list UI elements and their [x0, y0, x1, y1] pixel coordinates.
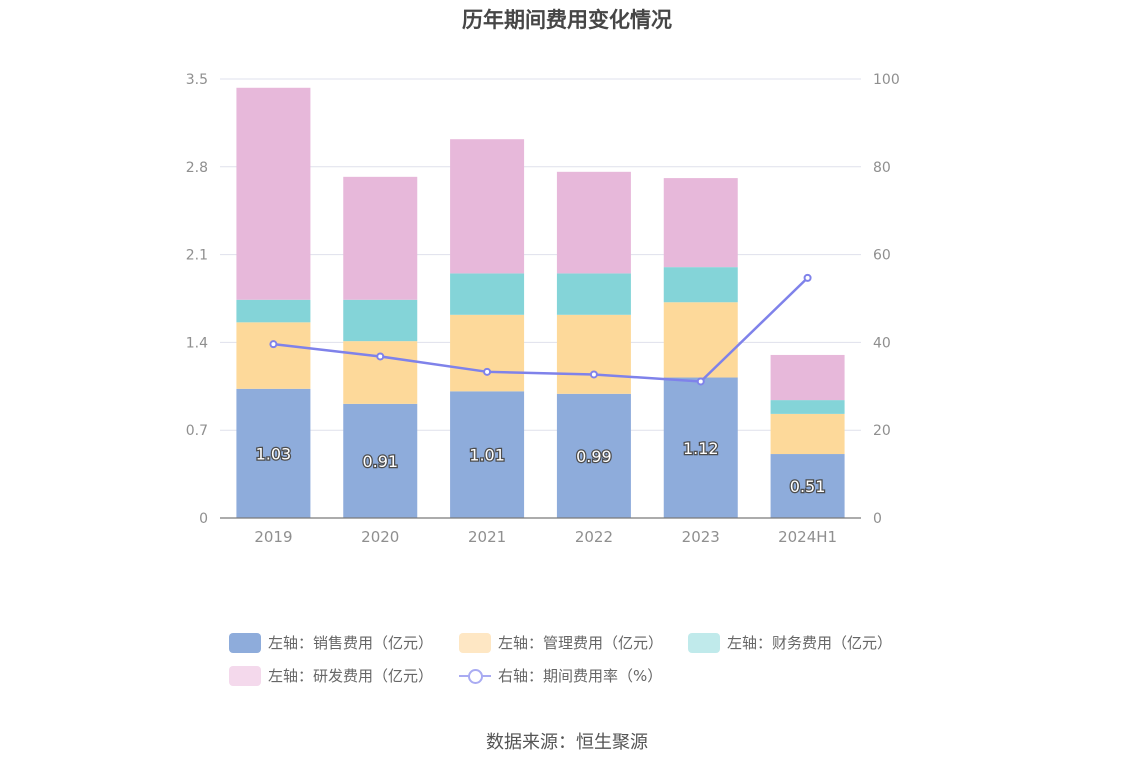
bar-segment-0	[770, 454, 845, 518]
legend-swatch-admin	[459, 632, 491, 653]
bar-segment-3	[663, 178, 738, 268]
rate-line	[273, 276, 809, 383]
bar-segment-3	[343, 176, 418, 300]
bar-segment-0	[236, 388, 311, 518]
x-axis-tick-label: 2024H1	[778, 528, 837, 546]
data-source: 数据来源：恒生聚源	[486, 732, 648, 753]
legend-item-sales[interactable]: 左轴：销售费用（亿元）	[229, 632, 433, 653]
bar-segment-1	[343, 341, 418, 404]
legend-swatch-finance	[688, 632, 720, 653]
bar-data-label: 1.01	[469, 446, 505, 465]
rate-point	[376, 352, 385, 361]
legend-item-finance[interactable]: 左轴：财务费用（亿元）	[688, 632, 892, 653]
right-axis-tick-label: 60	[873, 248, 891, 264]
bar-data-label: 1.12	[683, 439, 719, 458]
bar-data-label: 1.03	[256, 444, 292, 463]
legend-swatch-rnd	[229, 665, 261, 686]
bar-segment-3	[770, 354, 845, 401]
legend-label-sales: 左轴：销售费用（亿元）	[268, 634, 434, 652]
legend-item-rate[interactable]: 右轴：期间费用率（%）	[459, 665, 662, 686]
rate-point	[589, 370, 598, 379]
left-axis-tick-label: 0	[199, 511, 208, 527]
legend-label-admin: 左轴：管理费用（亿元）	[498, 634, 664, 652]
legend-swatch-sales	[229, 632, 261, 653]
rate-point	[483, 367, 492, 376]
left-axis-tick-label: 1.4	[186, 335, 208, 351]
legend-label-rate: 右轴：期间费用率（%）	[498, 667, 663, 685]
bar-segment-1	[236, 322, 311, 389]
legend-item-admin[interactable]: 左轴：管理费用（亿元）	[459, 632, 663, 653]
left-axis-tick-label: 3.5	[186, 72, 208, 88]
right-axis-tick-label: 80	[873, 160, 891, 176]
chart-title: 历年期间费用变化情况	[462, 8, 672, 32]
bar-segment-2	[450, 273, 525, 315]
bar-segment-3	[556, 171, 631, 274]
bar-segment-3	[236, 87, 311, 300]
rate-point	[269, 340, 278, 349]
legend-item-rnd[interactable]: 左轴：研发费用（亿元）	[229, 665, 433, 686]
x-axis-tick-label: 2019	[254, 528, 292, 546]
legend-label-rnd: 左轴：研发费用（亿元）	[268, 667, 434, 685]
bar-segment-2	[770, 400, 845, 414]
x-axis-tick-label: 2023	[682, 528, 720, 546]
left-axis-tick-label: 0.7	[186, 423, 208, 439]
legend-swatch-rate	[459, 666, 491, 686]
bar-segment-1	[663, 302, 738, 378]
bar-segment-0	[663, 377, 738, 518]
bar-segment-2	[556, 273, 631, 315]
bar-segment-3	[450, 139, 525, 274]
bar-data-label: 0.51	[790, 477, 826, 496]
legend-label-finance: 左轴：财务费用（亿元）	[727, 634, 893, 652]
right-axis-tick-label: 20	[873, 423, 891, 439]
bar-segment-2	[343, 299, 418, 342]
rate-point	[803, 273, 812, 282]
right-axis-tick-label: 0	[873, 511, 882, 527]
bar-data-label: 0.91	[362, 452, 398, 471]
bar-segment-1	[556, 314, 631, 394]
bar-segment-2	[236, 299, 311, 323]
left-axis-tick-label: 2.1	[186, 248, 208, 264]
bar-data-label: 0.99	[576, 447, 612, 466]
left-axis-tick-label: 2.8	[186, 160, 208, 176]
bar-segment-0	[450, 391, 525, 518]
right-axis-tick-label: 40	[873, 335, 891, 351]
bar-segment-1	[770, 413, 845, 455]
bar-segment-1	[450, 314, 525, 392]
rate-point	[696, 377, 705, 386]
x-axis-tick-label: 2020	[361, 528, 399, 546]
bar-segment-0	[343, 403, 418, 518]
bar-segment-0	[556, 393, 631, 518]
bar-segment-2	[663, 267, 738, 303]
x-axis-tick-label: 2021	[468, 528, 506, 546]
x-axis-tick-label: 2022	[575, 528, 613, 546]
right-axis-tick-label: 100	[873, 72, 900, 88]
